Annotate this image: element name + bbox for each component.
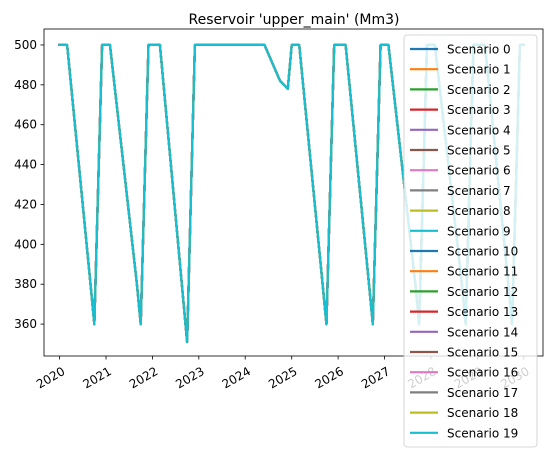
legend-label: Scenario 6 bbox=[447, 164, 511, 178]
legend: Scenario 0 Scenario 1 Scenario 2 Scenario 3… bbox=[403, 34, 538, 448]
y-tick-label: 380 bbox=[14, 277, 37, 291]
y-tick-label: 420 bbox=[14, 197, 37, 211]
legend-box bbox=[403, 34, 538, 448]
y-tick-label: 460 bbox=[14, 118, 37, 132]
legend-label: Scenario 16 bbox=[447, 366, 518, 380]
legend-label: Scenario 17 bbox=[447, 386, 518, 400]
legend-label: Scenario 1 bbox=[447, 63, 511, 77]
legend-label: Scenario 10 bbox=[447, 245, 518, 259]
axes-frame bbox=[43, 28, 544, 357]
y-tick-label: 360 bbox=[14, 317, 37, 331]
legend-label: Scenario 15 bbox=[447, 346, 518, 360]
legend-label: Scenario 13 bbox=[447, 305, 518, 319]
legend-label: Scenario 11 bbox=[447, 265, 518, 279]
y-tick-label: 400 bbox=[14, 237, 37, 251]
y-tick-label: 500 bbox=[14, 38, 37, 52]
legend-label: Scenario 18 bbox=[447, 406, 518, 420]
legend-label: Scenario 14 bbox=[447, 325, 518, 339]
y-tick-label: 440 bbox=[14, 158, 37, 172]
legend-label: Scenario 3 bbox=[447, 103, 511, 117]
legend-label: Scenario 9 bbox=[447, 224, 511, 238]
legend-label: Scenario 7 bbox=[447, 184, 511, 198]
y-tick-label: 480 bbox=[14, 78, 37, 92]
legend-label: Scenario 0 bbox=[447, 43, 511, 57]
legend-label: Scenario 19 bbox=[447, 426, 518, 440]
chart-title: Reservoir 'upper_main' (Mm3) bbox=[188, 12, 399, 28]
legend-label: Scenario 2 bbox=[447, 83, 511, 97]
legend-label: Scenario 5 bbox=[447, 144, 511, 158]
legend-label: Scenario 8 bbox=[447, 204, 511, 218]
legend-label: Scenario 12 bbox=[447, 285, 518, 299]
legend-label: Scenario 4 bbox=[447, 123, 511, 137]
